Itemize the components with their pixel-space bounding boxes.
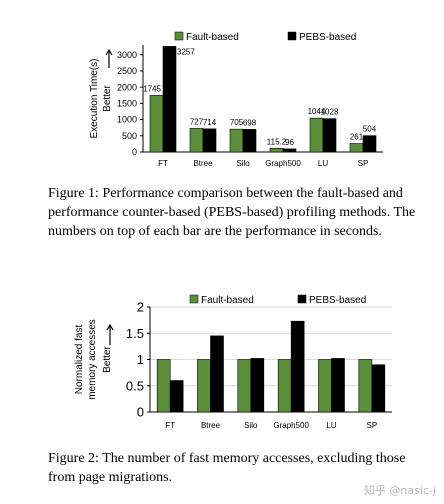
figure-1: 0 500 1000 1500 2000 2500 3000 1745 3257 FT 727 714…: [48, 31, 416, 239]
bar-fault-based: [349, 143, 364, 153]
x-tick-label: Graph500: [273, 421, 309, 430]
bar-pebs-based: [210, 335, 224, 413]
legend-swatch: [297, 294, 307, 304]
bar-pebs-based: [162, 46, 177, 153]
bar-pebs-based: [242, 129, 257, 153]
bar-pebs-based: [169, 380, 184, 413]
data-label: 3257: [177, 47, 195, 56]
y-tick-label: 500: [122, 131, 137, 141]
better-label: Better: [102, 345, 113, 372]
y-axis-label: memory accesses: [87, 319, 98, 400]
x-tick-label: Silo: [244, 421, 258, 430]
bar-pebs-based: [331, 358, 345, 413]
x-tick-label: LU: [326, 421, 336, 430]
x-tick-label: Graph500: [265, 159, 301, 168]
bar-fault-based: [318, 359, 332, 413]
data-label: 504: [363, 125, 377, 134]
bar-fault-based: [189, 128, 204, 153]
data-label: 705: [230, 118, 244, 127]
better-label: Better: [102, 84, 113, 111]
x-tick-label: FT: [158, 159, 168, 168]
y-tick-label: 2000: [117, 82, 137, 92]
y-tick-label: 1000: [117, 115, 137, 125]
y-axis-label: Normalized fast: [74, 325, 85, 395]
x-tick-label: Btree: [201, 421, 221, 430]
figure-2-caption: Figure 2: The number of fast memory acce…: [48, 451, 406, 485]
y-tick-label: 2: [137, 300, 144, 315]
data-label: 261: [350, 133, 364, 142]
bar-pebs-based: [322, 118, 337, 153]
figure-2: 0 0.5 1 1.5 2 FT Btree Silo Graph500 LU SP Fault-ba…: [0, 285, 444, 504]
legend-swatch: [189, 294, 199, 304]
figure-1-caption: Figure 1: Performance comparison between…: [48, 186, 416, 239]
y-tick-label: 1.5: [126, 326, 144, 341]
better-arrow-head: [106, 323, 114, 331]
legend-entry: PEBS-based: [299, 32, 356, 43]
watermark: 知乎 @nasic-j: [363, 484, 436, 497]
y-tick-label: 2500: [117, 66, 137, 76]
chart-2: 0 0.5 1 1.5 2 FT Btree Silo Graph500 LU SP Fault-ba…: [74, 294, 392, 430]
y-tick-label: 3000: [117, 50, 137, 60]
data-label: 698: [243, 118, 257, 127]
y-axis-label: Execution Time(s): [89, 58, 100, 138]
bar-fault-based: [229, 128, 244, 153]
data-label: 96: [285, 138, 294, 147]
bar-pebs-based: [290, 320, 305, 413]
legend-swatch: [174, 31, 184, 41]
y-tick-label: 0: [137, 405, 144, 420]
bar-pebs-based: [202, 128, 217, 153]
bar-fault-based: [277, 359, 292, 413]
bar-pebs-based: [282, 148, 297, 153]
legend-entry: PEBS-based: [309, 295, 366, 306]
y-tick-label: 0.5: [126, 378, 144, 393]
legend-entry: Fault-based: [186, 32, 239, 43]
y-tick-label: 0: [132, 147, 137, 157]
data-label: 1028: [321, 108, 339, 117]
data-label: 714: [203, 118, 217, 127]
bar-fault-based: [358, 359, 373, 413]
x-tick-label: SP: [358, 159, 369, 168]
bar-pebs-based: [250, 358, 265, 413]
data-label: 115.2: [267, 137, 287, 146]
bar-fault-based: [156, 359, 171, 413]
bar-fault-based: [197, 359, 211, 413]
x-tick-label: FT: [165, 421, 175, 430]
y-tick-label: 1500: [117, 99, 137, 109]
legend-swatch: [287, 31, 297, 41]
chart-1: 0 500 1000 1500 2000 2500 3000 1745 3257 FT 727 714…: [89, 31, 383, 168]
bar-pebs-based: [362, 135, 377, 153]
x-tick-label: SP: [366, 421, 377, 430]
bar-fault-based: [237, 359, 252, 413]
better-arrow-head: [105, 48, 113, 56]
bar-fault-based: [149, 95, 164, 153]
legend-entry: Fault-based: [201, 295, 254, 306]
data-label: 1044: [308, 107, 326, 116]
bar-fault-based: [309, 117, 324, 153]
x-tick-label: LU: [318, 159, 328, 168]
bar-fault-based: [269, 147, 284, 153]
x-tick-label: Btree: [193, 159, 213, 168]
data-label: 727: [190, 117, 204, 126]
bar-pebs-based: [371, 364, 386, 413]
data-label: 1745: [143, 84, 161, 93]
y-tick-label: 1: [137, 352, 144, 367]
x-tick-label: Silo: [236, 159, 250, 168]
